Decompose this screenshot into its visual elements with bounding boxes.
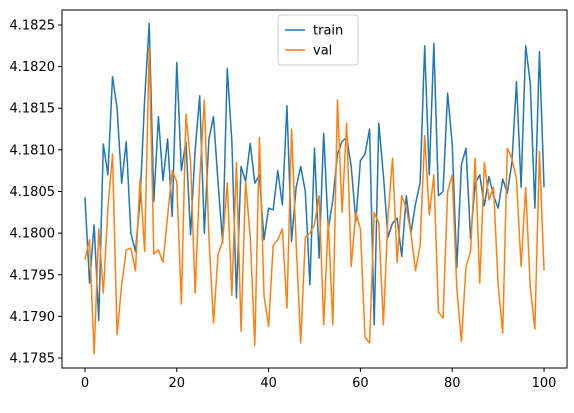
y-tick-label: 4.1805 [10, 185, 56, 200]
x-tick-label: 40 [260, 376, 277, 391]
legend-label-train: train [313, 24, 343, 39]
x-tick-label: 80 [444, 376, 461, 391]
y-tick-label: 4.1785 [10, 352, 56, 367]
y-tick-label: 4.1825 [10, 18, 56, 33]
plot-lines [84, 22, 545, 355]
y-tick-label: 4.1795 [10, 268, 56, 283]
x-axis: 0 20 40 60 80 100 [81, 368, 557, 391]
x-tick-label: 100 [532, 376, 557, 391]
y-tick-label: 4.1790 [10, 310, 56, 325]
series-line-train [84, 22, 545, 326]
legend: train val [277, 14, 359, 66]
x-tick-label: 60 [352, 376, 369, 391]
axes-frame [61, 9, 568, 369]
y-axis: 4.1785 4.1790 4.1795 4.1800 4.1805 4.1810 4.18… [10, 18, 62, 367]
legend-label-val: val [313, 44, 332, 59]
series-line-val [84, 47, 545, 355]
y-tick-label: 4.1810 [10, 143, 56, 158]
legend-box [277, 14, 359, 66]
x-tick-label: 0 [81, 376, 89, 391]
y-tick-label: 4.1815 [10, 102, 56, 117]
y-tick-label: 4.1800 [10, 227, 56, 242]
y-tick-label: 4.1820 [10, 60, 56, 75]
x-tick-label: 20 [168, 376, 185, 391]
